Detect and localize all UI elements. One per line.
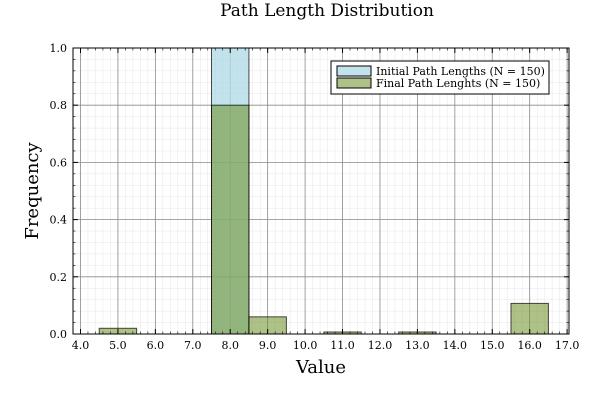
plot-frame: [72, 47, 570, 335]
x-tick-labels: 4.0 5.0 6.0 7.0 8.0 9.0 10.0 11.0 12.0 13.0 14.0 15…: [72, 339, 580, 352]
x-tick-label: 6.0: [147, 339, 165, 352]
y-tick-label: 0.0: [50, 328, 68, 341]
x-tick-label: 11.0: [330, 339, 355, 352]
x-tick-label: 14.0: [443, 339, 468, 352]
y-tick-labels: 0.0 0.2 0.4 0.6 0.8 1.0: [50, 42, 68, 341]
y-axis-label: Frequency: [22, 141, 43, 239]
legend-swatch: [336, 77, 372, 89]
y-tick-label: 0.2: [50, 271, 68, 284]
y-tick-label: 0.6: [50, 156, 68, 169]
x-tick-label: 17.0: [555, 339, 580, 352]
y-tick-label: 1.0: [50, 42, 68, 55]
x-axis-label: Value: [295, 357, 346, 378]
x-tick-label: 8.0: [221, 339, 239, 352]
legend: Initial Path Lengths (N = 150)Final Path…: [330, 60, 550, 95]
y-tick-label: 0.8: [50, 99, 68, 112]
legend-label: Initial Path Lengths (N = 150): [376, 65, 545, 78]
x-tick-label: 4.0: [72, 339, 90, 352]
x-tick-label: 10.0: [293, 339, 318, 352]
legend-swatch: [336, 65, 372, 77]
x-tick-label: 16.0: [517, 339, 542, 352]
x-tick-label: 13.0: [405, 339, 430, 352]
histogram-bar: [510, 302, 549, 335]
x-tick-label: 7.0: [184, 339, 202, 352]
legend-label: Final Path Lenghts (N = 150): [376, 77, 540, 90]
y-tick-label: 0.4: [50, 214, 68, 227]
histogram-bar: [211, 104, 250, 335]
x-tick-label: 5.0: [109, 339, 127, 352]
chart-title: Path Length Distribution: [220, 1, 434, 21]
axis-ticks: [72, 47, 569, 335]
x-tick-label: 9.0: [259, 339, 277, 352]
x-tick-label: 15.0: [480, 339, 505, 352]
x-tick-label: 12.0: [368, 339, 393, 352]
